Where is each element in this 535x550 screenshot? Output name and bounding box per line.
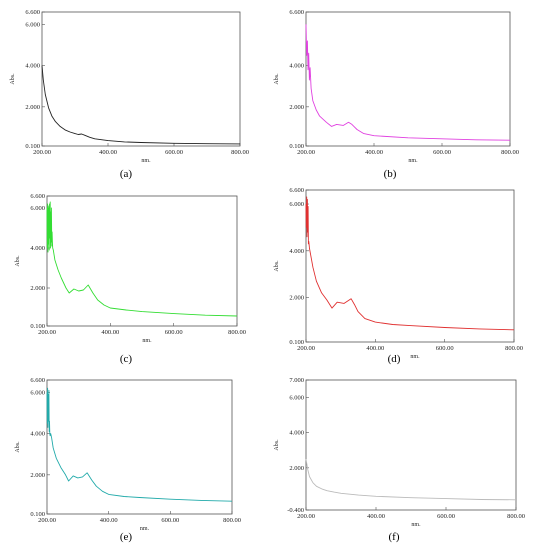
y-axis-label: Abs.: [274, 439, 280, 451]
caption-c: (c): [119, 353, 133, 365]
x-tick-label: 600.00: [436, 345, 454, 352]
spectrum-line: [41, 65, 241, 145]
y-axis-label: Abs.: [274, 260, 280, 272]
y-tick-label: 6.000: [30, 205, 45, 212]
x-tick-label: 200.00: [38, 329, 56, 336]
spectrum-line: [305, 24, 511, 141]
x-tick-label: 400.00: [367, 513, 385, 520]
x-axis-label: nm.: [411, 522, 421, 528]
y-tick-label: 2.000: [30, 472, 45, 479]
y-tick-label: 2.000: [30, 285, 45, 292]
y-axis-label: Abs.: [10, 73, 16, 85]
x-tick-label: 800.00: [505, 345, 523, 352]
x-tick-label: 600.00: [165, 329, 183, 336]
y-tick-label: 2.000: [289, 295, 304, 302]
y-tick-label: 6.000: [289, 395, 304, 402]
plot-frame: [305, 379, 517, 511]
spectrum-line: [305, 196, 515, 331]
y-tick-label: 6.000: [289, 201, 304, 208]
y-axis-label: Abs.: [15, 255, 21, 267]
x-tick-label: 400.00: [366, 345, 384, 352]
y-tick-label: 6.600: [289, 187, 304, 194]
y-tick-label: -0.400: [287, 507, 304, 514]
y-tick-label: 4.000: [289, 63, 304, 70]
y-tick-label: 4.000: [25, 63, 40, 70]
y-tick-label: 4.000: [289, 430, 304, 437]
caption-d: (d): [387, 353, 401, 365]
y-tick-label: 0.100: [289, 143, 304, 150]
spectrum-line: [46, 201, 238, 317]
y-tick-label: 0.100: [25, 143, 40, 150]
caption-f: (f): [388, 531, 400, 543]
y-tick-label: 4.000: [30, 431, 45, 438]
spectrum-line: [305, 459, 517, 501]
x-tick-label: 800.00: [228, 329, 246, 336]
y-tick-label: 4.000: [30, 245, 45, 252]
y-tick-label: 2.000: [289, 104, 304, 111]
x-tick-label: 200.00: [297, 345, 315, 352]
y-tick-label: 6.000: [25, 21, 40, 28]
x-axis-label: nm.: [142, 338, 152, 344]
y-tick-label: 0.100: [30, 511, 45, 518]
x-tick-label: 400.00: [101, 329, 119, 336]
y-tick-label: 0.100: [30, 323, 45, 330]
x-axis-label: nm.: [140, 526, 150, 532]
y-tick-label: 6.000: [30, 389, 45, 396]
y-tick-label: 7.000: [289, 377, 304, 384]
x-tick-label: 800.00: [223, 517, 241, 524]
x-tick-label: 200.00: [38, 517, 56, 524]
x-tick-label: 400.00: [99, 149, 117, 156]
plot-frame: [305, 11, 511, 147]
x-tick-label: 800.00: [507, 513, 525, 520]
spectrum-line: [46, 387, 233, 502]
x-axis-label: nm.: [410, 354, 420, 360]
y-tick-label: 6.600: [30, 193, 45, 200]
y-tick-label: 2.000: [25, 104, 40, 111]
x-tick-label: 400.00: [100, 517, 118, 524]
x-tick-label: 800.00: [231, 149, 249, 156]
y-tick-label: 6.600: [289, 9, 304, 16]
x-tick-label: 800.00: [501, 149, 519, 156]
caption-e: (e): [119, 531, 133, 543]
plot-frame: [305, 189, 515, 343]
caption-a: (a): [119, 168, 133, 180]
x-axis-label: nm.: [408, 158, 418, 164]
caption-b: (b): [383, 168, 397, 180]
y-axis-label: Abs.: [274, 73, 280, 85]
plot-frame: [46, 195, 238, 327]
x-tick-label: 600.00: [437, 513, 455, 520]
x-tick-label: 200.00: [33, 149, 51, 156]
x-tick-label: 200.00: [297, 149, 315, 156]
plot-frame: [41, 11, 241, 147]
x-tick-label: 400.00: [365, 149, 383, 156]
y-tick-label: 6.600: [25, 9, 40, 16]
y-tick-label: 4.000: [289, 248, 304, 255]
x-tick-label: 600.00: [161, 517, 179, 524]
x-axis-label: nm.: [141, 158, 151, 164]
x-tick-label: 200.00: [297, 513, 315, 520]
y-tick-label: 2.000: [289, 465, 304, 472]
y-tick-label: 0.100: [289, 339, 304, 346]
plot-frame: [46, 379, 233, 515]
x-tick-label: 600.00: [165, 149, 183, 156]
x-tick-label: 600.00: [433, 149, 451, 156]
y-tick-label: 6.600: [30, 377, 45, 384]
y-axis-label: Abs.: [15, 441, 21, 453]
